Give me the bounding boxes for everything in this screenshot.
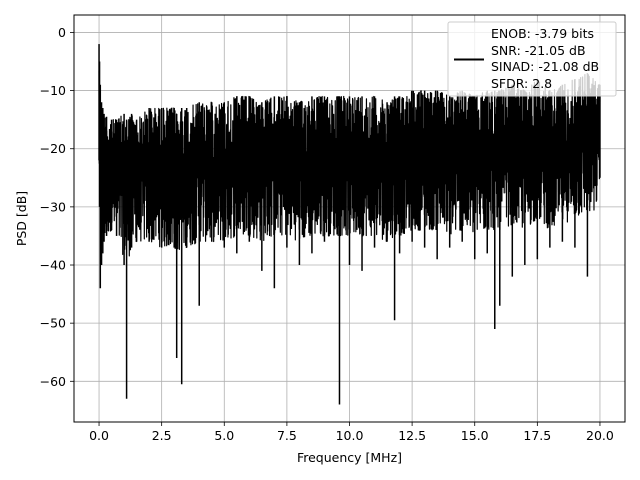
legend-line-sinad: SINAD: -21.08 dB xyxy=(491,59,599,74)
x-axis-title: Frequency [MHz] xyxy=(297,450,402,465)
y-tick-label: −60 xyxy=(40,374,66,389)
x-tick-label: 5.0 xyxy=(214,428,234,443)
x-tick-label: 10.0 xyxy=(336,428,364,443)
y-tick-label: −30 xyxy=(40,199,66,214)
x-tick-label: 2.5 xyxy=(152,428,172,443)
y-tick-label: −40 xyxy=(40,258,66,273)
y-tick-label: 0 xyxy=(58,25,66,40)
x-axis: 0.0 2.5 5.0 7.5 10.0 12.5 15.0 17.5 20.0 xyxy=(89,422,614,443)
x-tick-label: 15.0 xyxy=(461,428,489,443)
x-tick-label: 0.0 xyxy=(89,428,109,443)
legend-line-enob: ENOB: -3.79 bits xyxy=(491,26,594,41)
series-layer xyxy=(98,44,601,405)
legend-line-sfdr: SFDR: 2.8 xyxy=(491,76,552,91)
y-tick-label: −10 xyxy=(40,83,66,98)
legend-box xyxy=(447,21,617,97)
legend-line-snr: SNR: -21.05 dB xyxy=(491,43,586,58)
x-tick-label: 12.5 xyxy=(398,428,426,443)
y-axis-title: PSD [dB] xyxy=(14,191,29,246)
y-tick-label: −50 xyxy=(40,316,66,331)
x-tick-label: 20.0 xyxy=(586,428,614,443)
legend: ENOB: -3.79 bits SNR: -21.05 dB SINAD: -… xyxy=(447,21,617,97)
x-tick-label: 7.5 xyxy=(277,428,297,443)
x-tick-label: 17.5 xyxy=(523,428,551,443)
y-tick-label: −20 xyxy=(40,141,66,156)
y-axis: 0 −10 −20 −30 −40 −50 −60 xyxy=(40,25,74,389)
